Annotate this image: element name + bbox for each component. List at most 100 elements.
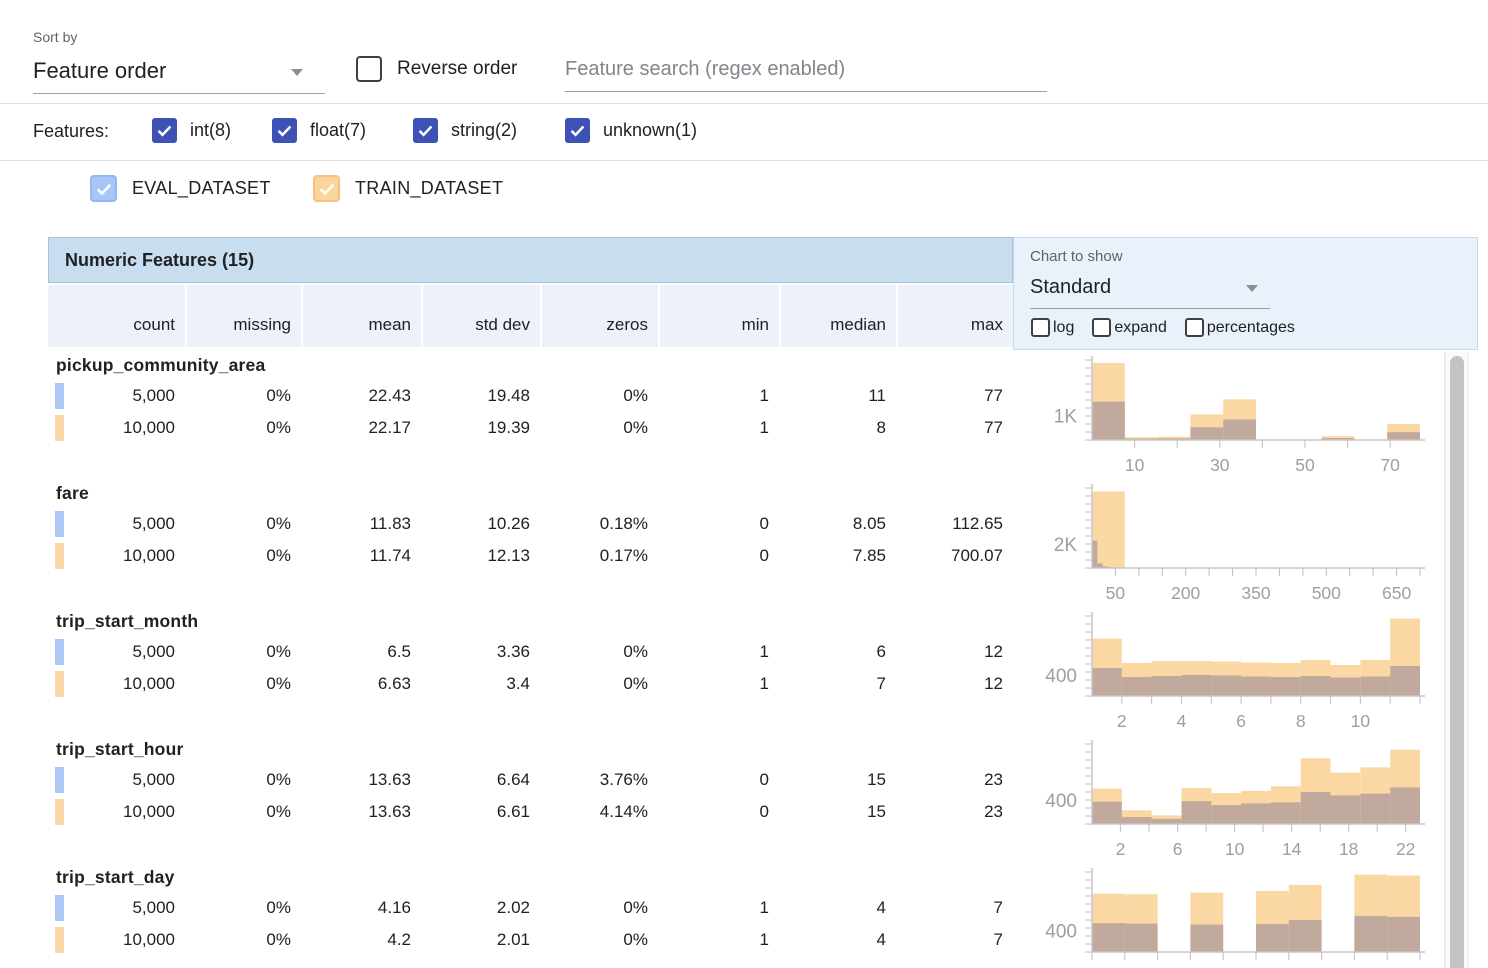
stat-min: 0 bbox=[759, 770, 769, 789]
stat-missing: 0% bbox=[266, 770, 291, 789]
stat-std_dev: 19.39 bbox=[487, 418, 530, 437]
feature-histogram[interactable]: 400 2 4 6 8 10 bbox=[1030, 608, 1450, 736]
svg-text:8: 8 bbox=[1296, 711, 1306, 731]
feature-histogram[interactable]: 1K 10 30 50 70 bbox=[1030, 352, 1450, 480]
features-filter-label: Features: bbox=[33, 121, 110, 141]
eval-dataset-label: EVAL_DATASET bbox=[132, 178, 271, 198]
feature-block: fare 5,000 0% 11.83 10.26 0.18% 0 8.05 112.65 1… bbox=[48, 480, 1450, 608]
eval-color-chip bbox=[55, 895, 64, 921]
reverse-order-checkbox[interactable]: Reverse order bbox=[356, 56, 517, 82]
feature-type-string[interactable]: string(2) bbox=[413, 118, 517, 143]
eval-color-chip bbox=[55, 511, 64, 537]
feature-type-float[interactable]: float(7) bbox=[272, 118, 366, 143]
checkbox-checked-icon[interactable] bbox=[152, 118, 177, 143]
stat-mean: 13.63 bbox=[368, 802, 411, 821]
train-color-chip bbox=[55, 415, 64, 441]
feature-histogram[interactable]: 400 bbox=[1030, 864, 1450, 968]
feature-table-body: pickup_community_area 5,000 0% 22.43 19.48 0… bbox=[48, 352, 1450, 968]
percentages-checkbox[interactable]: percentages bbox=[1184, 318, 1295, 337]
stat-zeros: 0% bbox=[623, 642, 648, 661]
train-stat-row: 10,000 0% 22.17 19.39 0% 1 8 77 bbox=[48, 412, 1450, 444]
stat-std_dev: 3.36 bbox=[496, 642, 530, 661]
stat-max: 23 bbox=[984, 770, 1003, 789]
checkbox-unchecked-icon[interactable] bbox=[1031, 318, 1050, 337]
svg-text:10: 10 bbox=[1225, 839, 1245, 859]
percentages-label: percentages bbox=[1206, 318, 1295, 336]
expand-checkbox[interactable]: expand bbox=[1092, 318, 1167, 337]
checkbox-checked-icon[interactable] bbox=[413, 118, 438, 143]
feature-type-label: string(2) bbox=[451, 120, 518, 140]
train-color-chip bbox=[55, 543, 64, 569]
vertical-scrollbar[interactable] bbox=[1445, 352, 1469, 968]
stat-zeros: 0% bbox=[623, 418, 648, 437]
feature-block: trip_start_day 5,000 0% 4.16 2.02 0% 1 4 7 10,0… bbox=[48, 864, 1450, 968]
checkbox-checked-icon[interactable] bbox=[565, 118, 590, 143]
checkbox-unchecked-icon[interactable] bbox=[356, 56, 382, 82]
svg-text:200: 200 bbox=[1171, 583, 1200, 603]
train-dataset-checkbox-icon[interactable] bbox=[313, 175, 340, 202]
chart-type-select[interactable]: Standard bbox=[1030, 271, 1270, 309]
feature-search-input[interactable]: Feature search (regex enabled) bbox=[565, 52, 1047, 92]
train-color-chip bbox=[55, 927, 64, 953]
stat-max: 77 bbox=[984, 386, 1003, 405]
eval-color-chip bbox=[55, 767, 64, 793]
eval-dataset-checkbox-icon[interactable] bbox=[90, 175, 117, 202]
feature-type-label: int(8) bbox=[190, 120, 232, 140]
stat-zeros: 4.14% bbox=[599, 802, 648, 821]
column-header-mean: mean bbox=[303, 285, 421, 347]
feature-histogram[interactable]: 400 2 6 10 14 18 22 bbox=[1030, 736, 1450, 864]
stat-count: 5,000 bbox=[132, 898, 175, 917]
stat-median: 6 bbox=[876, 642, 886, 661]
train-color-chip bbox=[55, 671, 64, 697]
reverse-order-label: Reverse order bbox=[397, 58, 518, 79]
train-dataset-toggle[interactable]: TRAIN_DATASET bbox=[313, 175, 503, 202]
stat-zeros: 3.76% bbox=[599, 770, 648, 789]
train-color-chip bbox=[55, 799, 64, 825]
eval-color-chip bbox=[55, 639, 64, 665]
eval-dataset-toggle[interactable]: EVAL_DATASET bbox=[90, 175, 271, 202]
stat-count: 10,000 bbox=[123, 418, 175, 437]
stat-std_dev: 10.26 bbox=[487, 514, 530, 533]
chevron-down-icon bbox=[291, 69, 303, 76]
svg-text:70: 70 bbox=[1380, 455, 1400, 475]
feature-type-int[interactable]: int(8) bbox=[152, 118, 231, 143]
column-header-min: min bbox=[660, 285, 779, 347]
stat-median: 4 bbox=[876, 930, 886, 949]
feature-histogram[interactable]: 2K 50 200 350 500 650 bbox=[1030, 480, 1450, 608]
stat-zeros: 0% bbox=[623, 674, 648, 693]
stat-max: 700.07 bbox=[951, 546, 1003, 565]
train-stat-row: 10,000 0% 6.63 3.4 0% 1 7 12 bbox=[48, 668, 1450, 700]
svg-text:400: 400 bbox=[1045, 791, 1077, 812]
stat-std_dev: 12.13 bbox=[487, 546, 530, 565]
search-placeholder: Feature search (regex enabled) bbox=[565, 58, 846, 80]
stat-std_dev: 2.01 bbox=[496, 930, 530, 949]
feature-name: trip_start_month bbox=[56, 611, 199, 631]
stat-std_dev: 19.48 bbox=[487, 386, 530, 405]
feature-type-unknown[interactable]: unknown(1) bbox=[565, 118, 697, 143]
divider bbox=[0, 160, 1488, 161]
stat-max: 23 bbox=[984, 802, 1003, 821]
svg-text:350: 350 bbox=[1241, 583, 1270, 603]
stat-count: 10,000 bbox=[123, 674, 175, 693]
stat-min: 0 bbox=[759, 802, 769, 821]
checkbox-unchecked-icon[interactable] bbox=[1092, 318, 1112, 337]
log-checkbox[interactable]: log bbox=[1031, 318, 1074, 337]
sort-by-select[interactable]: Feature order bbox=[33, 54, 325, 94]
stat-max: 12 bbox=[984, 674, 1003, 693]
scrollbar-thumb[interactable] bbox=[1450, 356, 1464, 968]
stat-mean: 22.17 bbox=[368, 418, 411, 437]
checkbox-checked-icon[interactable] bbox=[272, 118, 297, 143]
stat-std_dev: 3.4 bbox=[506, 674, 530, 693]
stat-mean: 22.43 bbox=[368, 386, 411, 405]
stat-missing: 0% bbox=[266, 642, 291, 661]
stat-mean: 13.63 bbox=[368, 770, 411, 789]
stat-missing: 0% bbox=[266, 898, 291, 917]
stat-missing: 0% bbox=[266, 802, 291, 821]
stat-zeros: 0% bbox=[623, 898, 648, 917]
input-underline bbox=[565, 90, 1047, 92]
stat-median: 7.85 bbox=[852, 546, 886, 565]
stat-min: 0 bbox=[759, 514, 769, 533]
column-header-missing: missing bbox=[187, 285, 301, 347]
checkbox-unchecked-icon[interactable] bbox=[1184, 318, 1204, 337]
column-header-std-dev: std dev bbox=[423, 285, 540, 347]
